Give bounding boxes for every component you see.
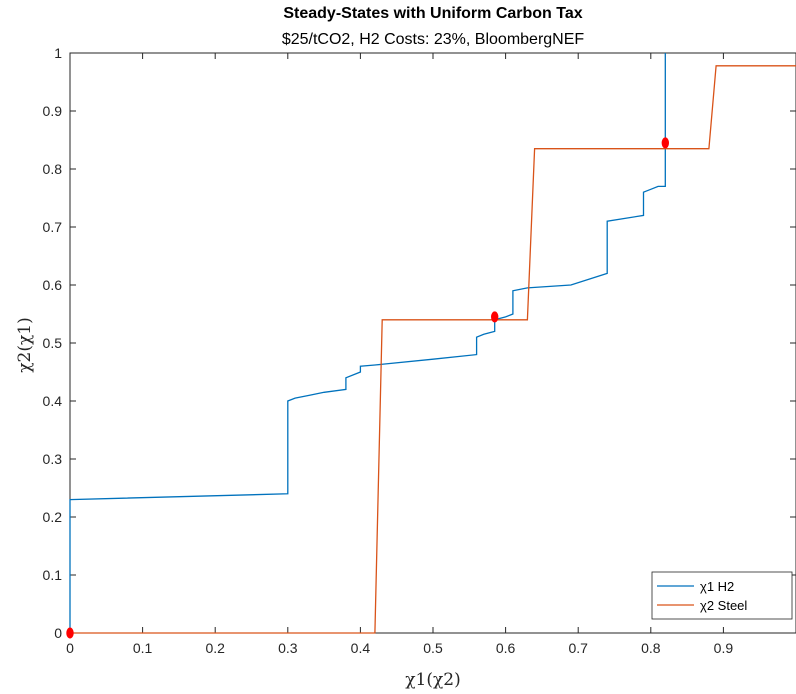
y-tick-label: 0.7: [43, 219, 63, 235]
y-tick-label: 0.9: [43, 103, 63, 119]
y-tick-label: 0: [54, 625, 62, 641]
y-tick-label: 0.4: [43, 393, 63, 409]
y-tick-label: 0.6: [43, 277, 63, 293]
x-tick-label: 0.3: [278, 640, 298, 656]
chart-subtitle: $25/tCO2, H2 Costs: 23%, BloombergNEF: [282, 31, 585, 48]
legend-label-steel: χ2 Steel: [700, 598, 747, 613]
series-line-h2: [69, 53, 666, 633]
axes-box: [69, 52, 796, 634]
plot-area: 0 0.1 0.2 0.3 0.4 0.5 0.6 0.7 0.8 0.9 0 0.1 0.2 0.3 0.…: [43, 45, 796, 656]
y-tick-label: 0.2: [43, 509, 63, 525]
chart-title: Steady-States with Uniform Carbon Tax: [283, 5, 582, 22]
x-axis-label: χ1(χ2): [405, 670, 461, 690]
y-tick-label: 0.1: [43, 567, 63, 583]
x-tick-label: 0: [66, 640, 74, 656]
y-axis-label: χ2(χ1): [15, 317, 35, 373]
x-tick-label: 0.1: [133, 640, 153, 656]
series-line-steel: [70, 65, 796, 634]
x-tick-label: 0.4: [351, 640, 371, 656]
x-tick-label: 0.5: [423, 640, 443, 656]
steady-state-marker: [491, 311, 499, 323]
x-tick-label: 0.9: [714, 640, 734, 656]
y-tick-label: 0.3: [43, 451, 63, 467]
x-tick-label: 0.6: [496, 640, 516, 656]
x-tick-label: 0.7: [568, 640, 588, 656]
steady-state-marker: [66, 627, 74, 639]
x-tick-label: 0.8: [641, 640, 661, 656]
y-tick-label: 1: [54, 45, 62, 61]
steady-state-marker: [661, 137, 670, 149]
legend: χ1 H2 χ2 Steel: [651, 571, 793, 620]
legend-box: [651, 571, 793, 620]
y-tick-label: 0.8: [43, 161, 63, 177]
x-tick-label: 0.2: [205, 640, 225, 656]
legend-label-h2: χ1 H2: [700, 579, 734, 594]
y-tick-label: 0.5: [43, 335, 63, 351]
